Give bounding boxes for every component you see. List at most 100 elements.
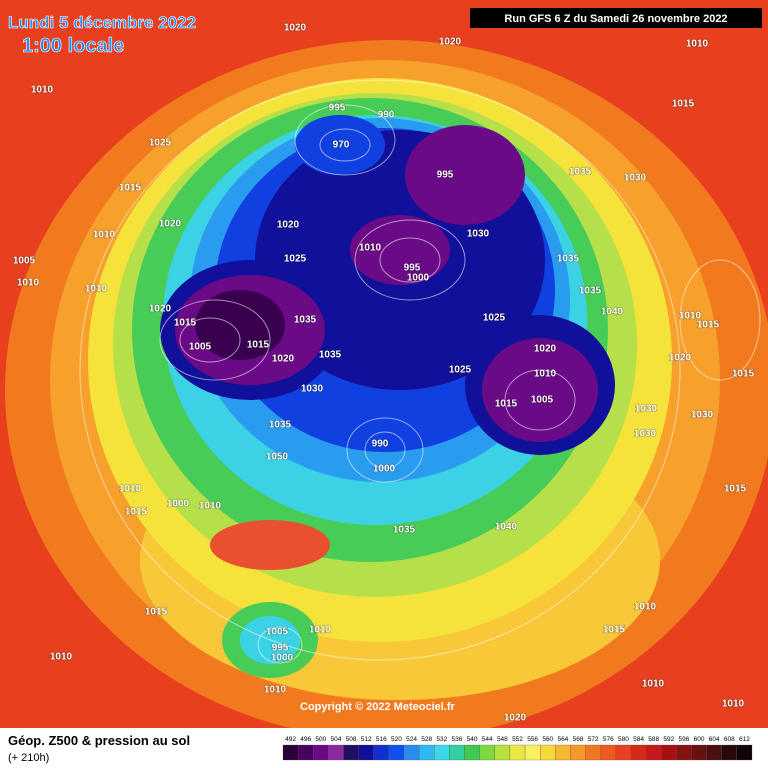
isobar-label: 1010: [50, 652, 73, 663]
isobar-label: 1030: [691, 410, 714, 421]
isobar-label: 1030: [635, 404, 658, 415]
scale-swatch: [676, 744, 692, 761]
scale-swatch: [555, 744, 571, 761]
scale-label: 500: [315, 736, 326, 743]
scale-label: 600: [694, 736, 705, 743]
isobar-label: 1020: [504, 713, 527, 724]
low-core: [482, 338, 598, 442]
scale-label: 512: [361, 736, 372, 743]
scale-label: 556: [527, 736, 538, 743]
isobar-label: 990: [372, 439, 389, 450]
isobar-label: 1000: [167, 499, 190, 510]
isobar-label: 995: [329, 103, 346, 114]
isobar-label: 1005: [13, 256, 36, 267]
scale-label: 508: [346, 736, 357, 743]
isobar-label: 995: [272, 643, 289, 654]
isobar-label: 1030: [301, 384, 324, 395]
scale-swatch: [479, 744, 495, 761]
run-box: [470, 8, 762, 28]
scale-label: 536: [452, 736, 463, 743]
isobar-label: 1010: [679, 311, 702, 322]
isobar-label: 1050: [266, 452, 289, 463]
isobar-label: 1015: [697, 320, 720, 331]
isobar: [257, 626, 303, 664]
scale-label: 592: [663, 736, 674, 743]
isobar: [346, 417, 424, 483]
isobar-label: 1010: [359, 243, 382, 254]
isobar-label: 1005: [266, 627, 289, 638]
isobar: [179, 317, 241, 363]
isobar-label: 1020: [669, 353, 692, 364]
scale-swatch: [736, 744, 753, 761]
scale-swatch: [358, 744, 374, 761]
scale-label: 576: [603, 736, 614, 743]
isobar: [319, 128, 371, 162]
scale-swatch: [645, 744, 662, 761]
isobar-label: 1015: [732, 369, 755, 380]
scale-swatch: [509, 744, 526, 761]
scale-label: 516: [376, 736, 387, 743]
footer-lead: (+ 210h): [8, 752, 49, 764]
isobar-label: 1030: [467, 229, 490, 240]
scale-swatch: [494, 744, 511, 761]
scale-label: 492: [285, 736, 296, 743]
scale-label: 520: [391, 736, 402, 743]
isobar-label: 1030: [624, 173, 647, 184]
isobar-label: 1015: [174, 318, 197, 329]
map-title: Lundi 5 décembre 2022: [8, 13, 196, 32]
isobar-label: 1040: [601, 307, 624, 318]
map-subtitle: 1:00 locale: [22, 35, 124, 57]
copyright: Copyright © 2022 Meteociel.fr: [300, 701, 456, 713]
isobar-label: 1030: [634, 429, 657, 440]
scale-label: 496: [300, 736, 311, 743]
isobar: [159, 299, 271, 381]
isobar: [504, 369, 576, 431]
isobar: [294, 104, 396, 176]
isobar-label: 1000: [373, 464, 396, 475]
isobar-label: 995: [404, 263, 421, 274]
isobar-label: 1040: [495, 522, 518, 533]
isobar: [679, 259, 761, 381]
scale-swatch: [464, 744, 480, 761]
scale-label: 564: [557, 736, 568, 743]
scale-swatch: [343, 744, 359, 761]
scale-label: 532: [436, 736, 447, 743]
scale-swatch: [524, 744, 541, 761]
isobar-label: 1035: [569, 167, 592, 178]
isobar-label: 990: [378, 110, 395, 121]
isobar: [354, 219, 466, 301]
isobar-label: 1010: [85, 284, 108, 295]
isobar-label: 1035: [393, 525, 416, 536]
scale-label: 548: [497, 736, 508, 743]
isobar-label: 1020: [272, 354, 295, 365]
isobar-label: 1025: [284, 254, 307, 265]
isobar-label: 1035: [557, 254, 580, 265]
isobar-label: 1035: [319, 350, 342, 361]
isobar-label: 1035: [269, 420, 292, 431]
isobar-label: 1020: [149, 304, 172, 315]
scale-label: 580: [618, 736, 629, 743]
scale-label: 544: [482, 736, 493, 743]
isobar-label: 1005: [189, 342, 212, 353]
scale-label: 596: [678, 736, 689, 743]
scale-swatch: [600, 744, 616, 761]
isobar-label: 1015: [145, 607, 168, 618]
scale-swatch: [297, 744, 314, 761]
isobar-label: 995: [437, 170, 454, 181]
isobar-label: 1020: [277, 220, 300, 231]
low-core: [195, 290, 285, 360]
isobar-label: 1010: [93, 230, 116, 241]
scale-label: 540: [467, 736, 478, 743]
isobar-label: 1020: [534, 344, 557, 355]
isobar-label: 970: [333, 140, 350, 151]
isobar-label: 1010: [31, 85, 54, 96]
isobar-label: 1020: [284, 23, 307, 34]
isobar-label: 1035: [294, 315, 317, 326]
isobar: [79, 79, 681, 661]
scale-label: 568: [573, 736, 584, 743]
isobar-label: 1010: [686, 39, 709, 50]
isobar-label: 1015: [247, 340, 270, 351]
scale-label: 560: [542, 736, 553, 743]
isobar-label: 1010: [17, 278, 40, 289]
